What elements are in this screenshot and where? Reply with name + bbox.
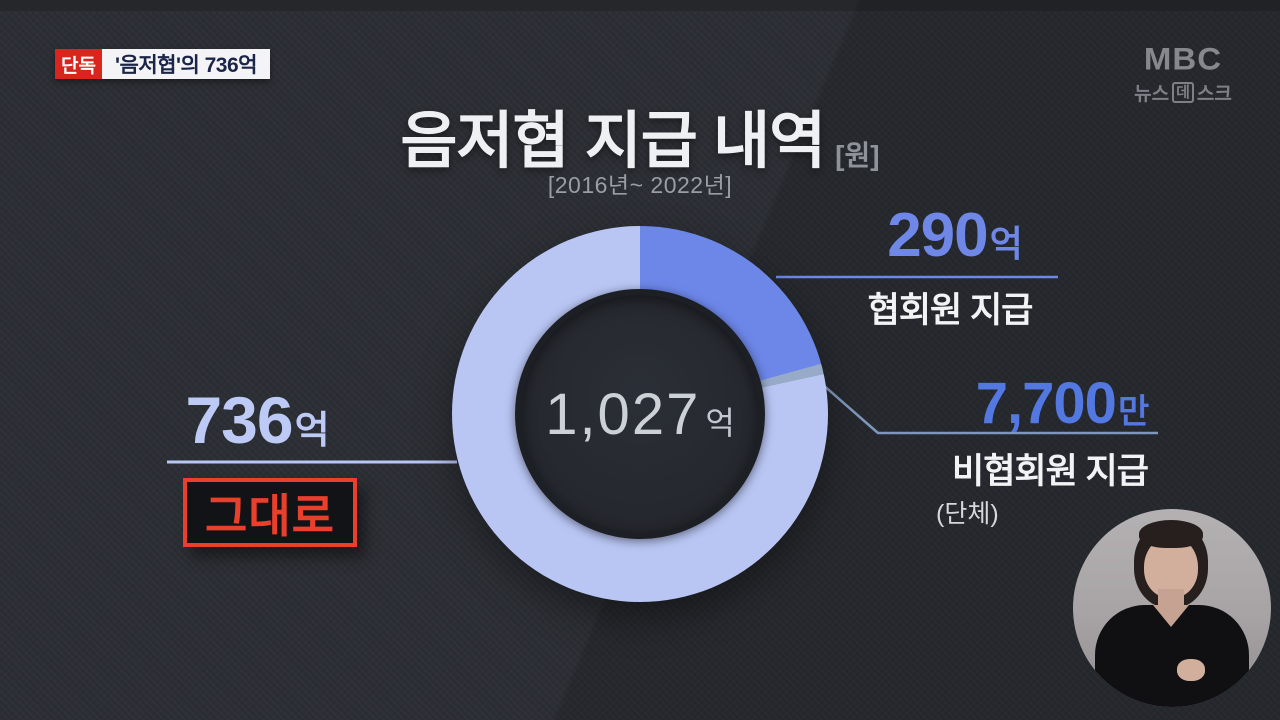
newsdesk-suffix: 스크 bbox=[1196, 84, 1232, 105]
chart-title: 음저협 지급 내역 bbox=[400, 107, 826, 176]
interpreter-vneck bbox=[1153, 605, 1189, 627]
callout-member-caption: 협회원 지급 bbox=[867, 291, 1034, 330]
callout-nonmember-subcaption: (단체) bbox=[936, 500, 999, 528]
mbc-logo: MBC bbox=[1143, 40, 1223, 77]
donut-center-total: 1,027 억 bbox=[545, 381, 735, 448]
interpreter-hand bbox=[1177, 659, 1205, 681]
exclusive-tag: 단독 bbox=[55, 49, 102, 79]
channel-logo: MBC 뉴스 데 스크 bbox=[1128, 40, 1238, 106]
stamp-box: 그대로 bbox=[183, 478, 357, 547]
top-letterbox-strip bbox=[0, 0, 1280, 11]
interpreter-hair-fringe bbox=[1139, 520, 1203, 548]
callout-member-value: 290 억 bbox=[855, 200, 1055, 271]
nonmember-number: 7,700 bbox=[975, 371, 1117, 436]
headline-text: '음저협'의 736억 bbox=[102, 49, 270, 79]
donut-chart: 1,027 억 bbox=[452, 226, 828, 602]
remain-unit: 억 bbox=[294, 410, 330, 452]
newsdesk-logo: 뉴스 데 스크 bbox=[1128, 79, 1238, 106]
donut-hole: 1,027 억 bbox=[515, 289, 765, 539]
total-value: 1,027 bbox=[545, 381, 701, 447]
nonmember-unit: 만 bbox=[1117, 393, 1150, 431]
callout-remain-value: 736 억 bbox=[150, 382, 365, 458]
total-unit: 억 bbox=[705, 404, 735, 441]
interpreter-neck bbox=[1158, 589, 1184, 609]
callout-nonmember-caption: 비협회원 지급 bbox=[952, 452, 1149, 491]
chart-period: [2016년~ 2022년] bbox=[547, 172, 733, 198]
callout-nonmember-value: 7,700 만 bbox=[955, 370, 1170, 437]
sign-language-interpreter bbox=[1073, 509, 1271, 707]
newsdesk-prefix: 뉴스 bbox=[1134, 84, 1170, 105]
chart-title-row: 음저협 지급 내역 [원] bbox=[0, 90, 1280, 180]
remain-number: 736 bbox=[185, 383, 293, 457]
newsdesk-boxed-char: 데 bbox=[1172, 82, 1194, 103]
member-unit: 억 bbox=[989, 223, 1023, 264]
breaking-badge: 단독 '음저협'의 736억 bbox=[55, 49, 270, 79]
chart-unit: [원] bbox=[835, 140, 880, 171]
member-number: 290 bbox=[887, 201, 988, 270]
